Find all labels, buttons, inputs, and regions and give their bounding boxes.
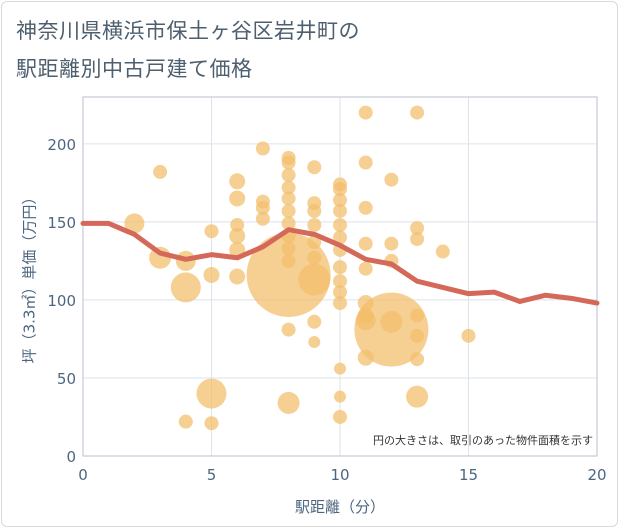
bubble-9: [204, 416, 219, 431]
bubble-series: [124, 105, 476, 431]
bubble-12: [230, 217, 245, 232]
y-tick-labels: 0 50 100 150 200: [47, 136, 76, 466]
bubble-66: [384, 236, 399, 251]
x-tick-10: 10: [330, 466, 349, 484]
bubble-77: [435, 244, 450, 259]
bubble-70: [410, 105, 425, 120]
bubble-55: [333, 409, 347, 424]
bubble-53: [334, 362, 346, 375]
bubble-8: [196, 378, 227, 409]
bubble-45: [333, 203, 347, 218]
bubble-10: [229, 173, 246, 190]
bubble-33: [307, 160, 322, 175]
bubble-4: [170, 272, 201, 303]
bubble-1: [153, 164, 168, 179]
bubble-44: [333, 193, 347, 208]
y-axis-label: 坪（3.3㎡）単価（万円）: [21, 190, 39, 364]
bubble-43: [333, 182, 347, 197]
bubble-21: [281, 155, 296, 170]
bubble-24: [281, 191, 296, 206]
bubble-size-note: 円の大きさは、取引のあった物件面積を示す: [373, 433, 593, 447]
trend-line: [80, 220, 600, 306]
bubble-41: [308, 336, 321, 349]
y-tick-100: 100: [47, 292, 76, 310]
bubble-78: [461, 328, 476, 343]
plot-area-border: [82, 96, 598, 457]
bubble-13: [229, 227, 246, 244]
bubble-6: [204, 224, 219, 239]
bubble-47: [333, 230, 347, 245]
bubble-5: [178, 414, 193, 429]
x-axis-label: 駅距離（分）: [295, 498, 385, 516]
bubble-57: [358, 155, 373, 170]
bubble-11: [229, 190, 246, 207]
bubble-32: [277, 391, 300, 414]
bubble-18: [255, 200, 270, 215]
bubble-26: [281, 216, 296, 231]
bubble-16: [255, 141, 270, 156]
bubble-50: [333, 274, 347, 289]
bubble-73: [410, 308, 425, 323]
bubble-65: [384, 172, 399, 187]
y-tick-0: 0: [66, 448, 76, 466]
y-tick-50: 50: [57, 370, 76, 388]
bubble-38: [307, 250, 322, 265]
chart-title-line-1: 神奈川県横浜市保土ヶ谷区岩井町の: [16, 19, 360, 43]
bubble-69: [380, 310, 403, 333]
bubble-60: [358, 261, 373, 276]
y-tick-200: 200: [47, 136, 76, 154]
bubble-19: [255, 211, 270, 226]
bubble-58: [358, 200, 373, 215]
bubble-22: [281, 168, 296, 183]
x-tick-20: 20: [587, 466, 606, 484]
bubble-7: [203, 266, 220, 283]
bubble-56: [358, 105, 373, 120]
bubble-31: [281, 322, 296, 337]
bubble-52: [333, 296, 347, 311]
bubble-15: [229, 268, 246, 285]
x-tick-labels: 0 5 10 15 20: [78, 466, 606, 484]
bubble-0: [124, 213, 145, 234]
x-tick-15: 15: [459, 466, 478, 484]
bubble-51: [333, 285, 347, 300]
bubble-76: [406, 385, 429, 408]
x-tick-0: 0: [78, 466, 88, 484]
bubble-59: [358, 236, 373, 251]
bubble-46: [333, 217, 347, 232]
bubble-71: [410, 221, 425, 236]
bubble-37: [307, 235, 322, 250]
bubble-75: [410, 352, 425, 367]
x-tick-5: 5: [207, 466, 217, 484]
bubble-74: [410, 328, 425, 343]
bubble-39: [298, 263, 331, 296]
bubble-36: [307, 217, 322, 232]
bubble-49: [333, 260, 347, 275]
chart-title-line-2: 駅距離別中古戸建て価格: [16, 57, 253, 81]
y-tick-150: 150: [47, 214, 76, 232]
bubble-40: [307, 314, 322, 329]
bubble-35: [307, 203, 322, 218]
bubble-54: [334, 390, 346, 403]
bubble-72: [410, 232, 425, 247]
bubble-25: [281, 203, 296, 218]
bubble-23: [281, 180, 296, 195]
